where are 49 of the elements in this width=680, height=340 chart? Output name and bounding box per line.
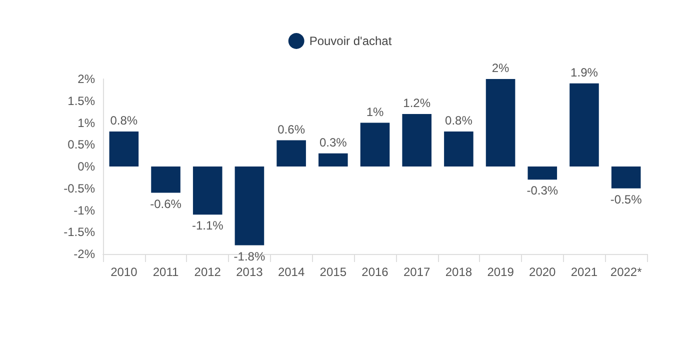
bar [234,166,264,246]
data-label: -0.3% [526,184,558,198]
y-tick-label: 0.5% [68,138,96,152]
data-label: -1.1% [192,218,224,233]
y-tick-label: -1% [74,203,96,218]
data-label: 0.6% [278,122,306,136]
x-tick-label: 2016 [362,265,389,279]
data-label: -0.5% [610,192,642,206]
legend-label: Pouvoir d'achat [309,34,392,48]
bar [360,122,390,166]
bar [611,166,641,188]
bar [402,114,432,166]
x-tick-label: 2012 [194,265,222,279]
y-tick-label: 0% [78,160,96,174]
data-label: 0.8% [110,114,138,128]
x-tick-label: 2022* [610,265,642,279]
x-tick-label: 2017 [403,265,431,279]
bar [192,166,222,215]
bar [444,132,474,166]
x-tick-label: 2014 [278,265,305,279]
data-label: 1% [366,104,384,119]
y-tick-label: -1.5% [64,225,96,240]
bar [109,132,139,166]
data-label: -1.8% [234,249,266,264]
y-tick-label: 1% [78,116,96,130]
x-tick-label: 2010 [110,265,138,279]
bar [570,83,599,166]
x-tick-label: 2011 [152,265,179,279]
y-tick-label: -2% [74,247,96,261]
data-label: -0.6% [150,196,182,211]
y-tick-label: 1.5% [68,94,96,108]
data-label: 1.2% [403,96,431,110]
data-label: 0.3% [319,135,348,150]
x-tick-label: 2018 [445,265,472,279]
x-tick-label: 2020 [529,265,556,279]
data-label: 0.8% [445,114,473,128]
bar [528,166,558,180]
bar [486,79,516,166]
bar [276,140,306,166]
x-tick-label: 2013 [236,265,264,279]
x-tick-label: 2019 [487,265,514,279]
y-tick-label: 2% [78,72,96,86]
data-label: 2% [492,61,510,75]
bar [318,153,348,166]
data-label: 1.9% [570,65,598,80]
y-tick-label: -0.5% [64,181,96,196]
bar [151,166,180,193]
x-tick-label: 2021 [570,265,598,279]
x-tick-label: 2015 [320,265,347,279]
